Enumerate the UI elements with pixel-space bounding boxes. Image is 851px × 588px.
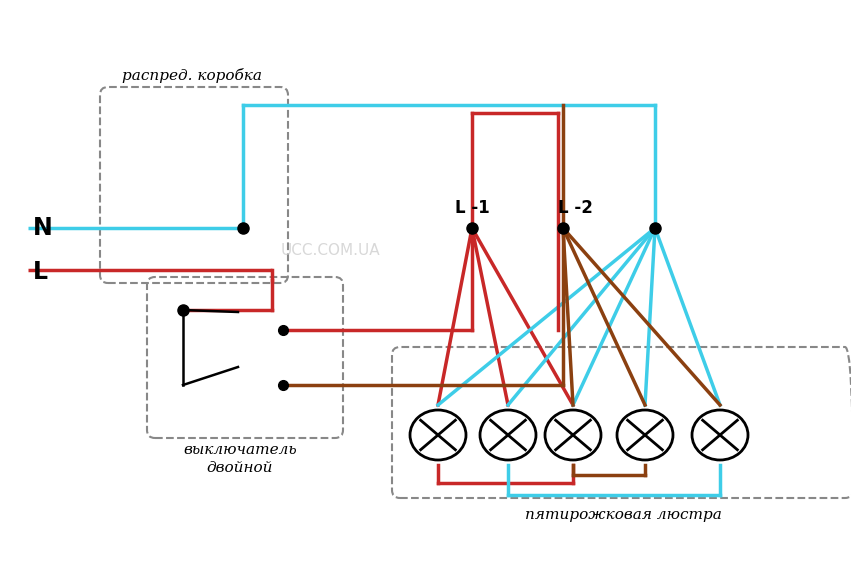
Text: выключатель: выключатель: [183, 443, 297, 457]
Ellipse shape: [410, 410, 466, 460]
Text: L -2: L -2: [557, 199, 592, 217]
Ellipse shape: [480, 410, 536, 460]
Ellipse shape: [692, 410, 748, 460]
Text: двойной: двойной: [207, 461, 273, 475]
Text: UCC.COM.UA: UCC.COM.UA: [280, 242, 380, 258]
Text: L: L: [33, 260, 48, 284]
Text: распред. коробка: распред. коробка: [122, 68, 262, 82]
Text: пятирожковая люстра: пятирожковая люстра: [524, 508, 722, 522]
Ellipse shape: [545, 410, 601, 460]
Text: L -1: L -1: [454, 199, 489, 217]
Text: N: N: [33, 216, 53, 240]
Ellipse shape: [617, 410, 673, 460]
